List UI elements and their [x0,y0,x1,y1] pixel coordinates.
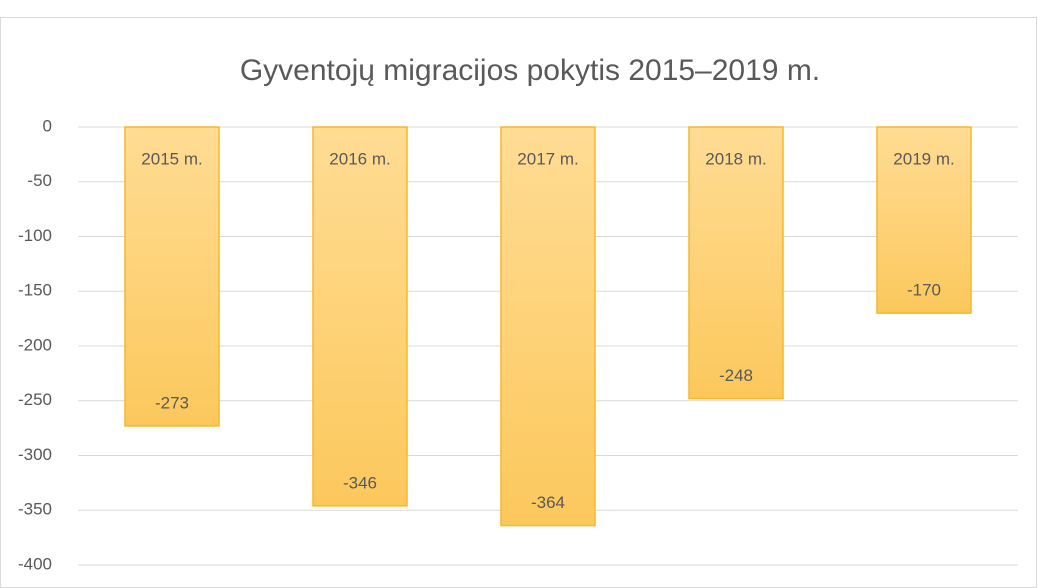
y-tick-label: -250 [18,390,52,409]
bar [688,126,784,400]
bar [500,126,596,527]
value-label: -170 [907,281,941,300]
value-label: -248 [719,366,753,385]
y-tick-label: -350 [18,500,52,519]
value-label: -364 [531,493,565,512]
category-label: 2016 m. [329,149,390,168]
value-label: -346 [343,473,377,492]
category-label: 2019 m. [893,149,954,168]
bar [124,126,220,427]
bar [876,126,972,314]
y-tick-label: -100 [18,226,52,245]
category-label: 2017 m. [517,149,578,168]
y-tick-label: -300 [18,445,52,464]
chart-title: Gyventojų migracijos pokytis 2015–2019 m… [240,54,820,87]
category-label: 2018 m. [705,149,766,168]
value-label: -273 [155,393,189,412]
y-tick-label: 0 [43,116,52,135]
y-tick-label: -400 [18,554,52,573]
bar [312,126,408,507]
y-tick-label: -50 [27,171,52,190]
y-tick-label: -200 [18,335,52,354]
category-label: 2015 m. [141,149,202,168]
y-tick-label: -150 [18,281,52,300]
